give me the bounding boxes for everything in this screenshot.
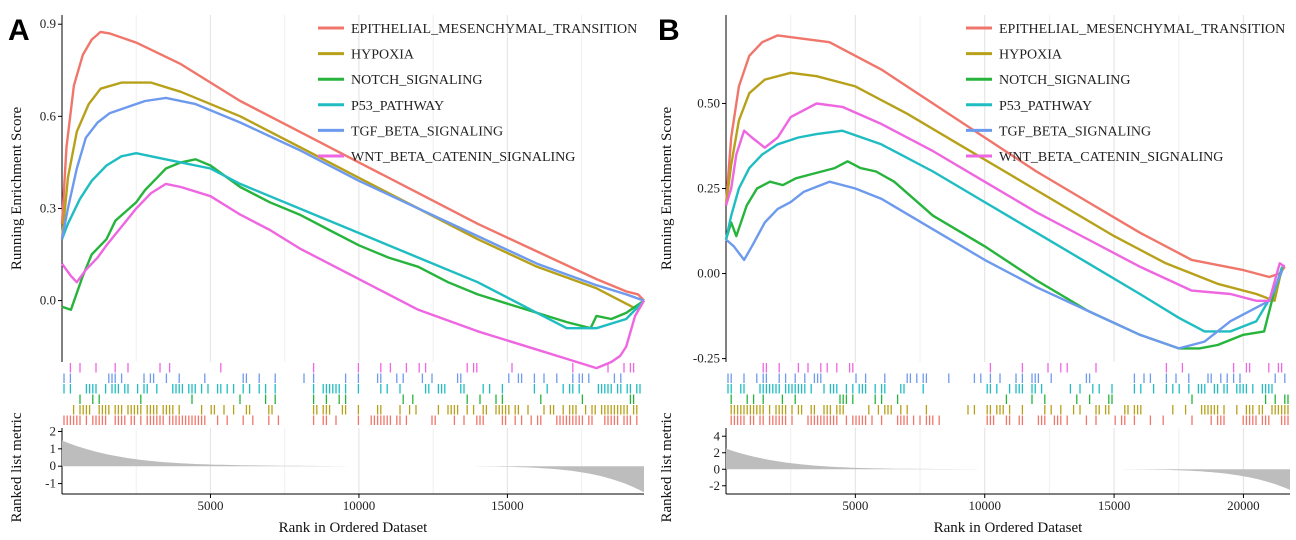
- series-line-p53-pathway: [724, 129, 1284, 333]
- y-axis-title: Running Enrichment Score: [659, 107, 675, 271]
- legend-label: WNT_BETA_CATENIN_SIGNALING: [351, 150, 575, 165]
- ranked-metric-area: [726, 448, 1290, 490]
- grid-lines: [135, 15, 583, 494]
- y-tick-label: 0.3: [40, 200, 56, 215]
- x-axis-title: Rank in Ordered Dataset: [934, 520, 1084, 536]
- x-tick-label: 20000: [1227, 498, 1260, 513]
- series-line-tgf-beta-signaling: [60, 96, 645, 302]
- metric-y-tick-label: 0: [50, 458, 57, 473]
- series-line-epithelial-mesenchymal-transition: [724, 34, 1286, 279]
- series-line-notch-signaling: [61, 158, 645, 330]
- series-lines: [60, 30, 646, 370]
- x-tick-label: 5000: [197, 498, 223, 513]
- y-tick-label: 0.6: [40, 108, 57, 123]
- metric-y-axis-title: Ranked list metric: [659, 412, 675, 522]
- metric-y-tick-label: 0: [714, 461, 721, 476]
- x-tick-label: 10000: [968, 498, 1001, 513]
- series-lines: [724, 34, 1286, 350]
- ranked-metric-area: [62, 440, 644, 493]
- legend-label: EPITHELIAL_MESENCHYMAL_TRANSITION: [999, 22, 1285, 37]
- y-tick-label: 0.50: [697, 95, 720, 110]
- y-axis-title: Running Enrichment Score: [9, 107, 25, 271]
- legend-label: NOTCH_SIGNALING: [351, 73, 482, 88]
- metric-y-tick-label: -2: [709, 478, 720, 493]
- series-line-hypoxia: [60, 81, 646, 311]
- legend-label: P53_PATHWAY: [999, 99, 1092, 114]
- panel-letter: A: [8, 14, 30, 47]
- series-line-hypoxia: [724, 71, 1284, 302]
- legend-label: WNT_BETA_CATENIN_SIGNALING: [999, 150, 1223, 165]
- legend-label: P53_PATHWAY: [351, 99, 444, 114]
- legend-label: TGF_BETA_SIGNALING: [999, 124, 1151, 139]
- metric-y-tick-label: 2: [714, 445, 721, 460]
- y-tick-label: 0.00: [697, 266, 720, 281]
- series-line-wnt-beta-catenin-signaling: [61, 182, 646, 370]
- y-tick-label: 0.25: [697, 181, 720, 196]
- series-line-tgf-beta-signaling: [725, 180, 1284, 350]
- legend-label: NOTCH_SIGNALING: [999, 73, 1130, 88]
- series-line-p53-pathway: [60, 152, 645, 330]
- hit-rug: [727, 363, 1289, 425]
- metric-y-axis-title: Ranked list metric: [9, 412, 25, 522]
- legend: EPITHELIAL_MESENCHYMAL_TRANSITION HYPOXIA…: [966, 22, 1285, 165]
- y-tick-label: 0.9: [40, 16, 56, 31]
- panel-a: 0.0 0.3 0.6 0.9 EPITHELIAL_MESENCHYMAL_TRANS…: [8, 14, 646, 536]
- metric-y-tick-label: 4: [714, 428, 721, 443]
- metric-y-tick-label: 1: [50, 441, 57, 456]
- hit-rug: [63, 363, 641, 425]
- legend-label: HYPOXIA: [999, 48, 1063, 63]
- legend-label: TGF_BETA_SIGNALING: [351, 124, 503, 139]
- x-tick-label: 15000: [491, 498, 524, 513]
- series-line-wnt-beta-catenin-signaling: [724, 102, 1286, 302]
- series-line-epithelial-mesenchymal-transition: [60, 30, 645, 302]
- x-axis-title: Rank in Ordered Dataset: [279, 520, 429, 536]
- metric-y-tick-label: -1: [45, 476, 56, 491]
- legend-label: HYPOXIA: [351, 48, 415, 63]
- panel-letter: B: [658, 14, 680, 47]
- y-tick-label: 0.0: [40, 293, 56, 308]
- y-tick-label: -0.25: [693, 351, 720, 366]
- series-line-notch-signaling: [724, 160, 1284, 350]
- panel-b: -0.25 0.00 0.25 0.50 EPITHELIAL_MESENCHYMAL_…: [658, 14, 1290, 536]
- metric-y-tick-label: 2: [50, 423, 57, 438]
- x-tick-label: 15000: [1098, 498, 1131, 513]
- x-tick-label: 5000: [842, 498, 868, 513]
- x-tick-label: 10000: [343, 498, 376, 513]
- legend: EPITHELIAL_MESENCHYMAL_TRANSITION HYPOXIA…: [318, 22, 637, 165]
- legend-label: EPITHELIAL_MESENCHYMAL_TRANSITION: [351, 22, 637, 37]
